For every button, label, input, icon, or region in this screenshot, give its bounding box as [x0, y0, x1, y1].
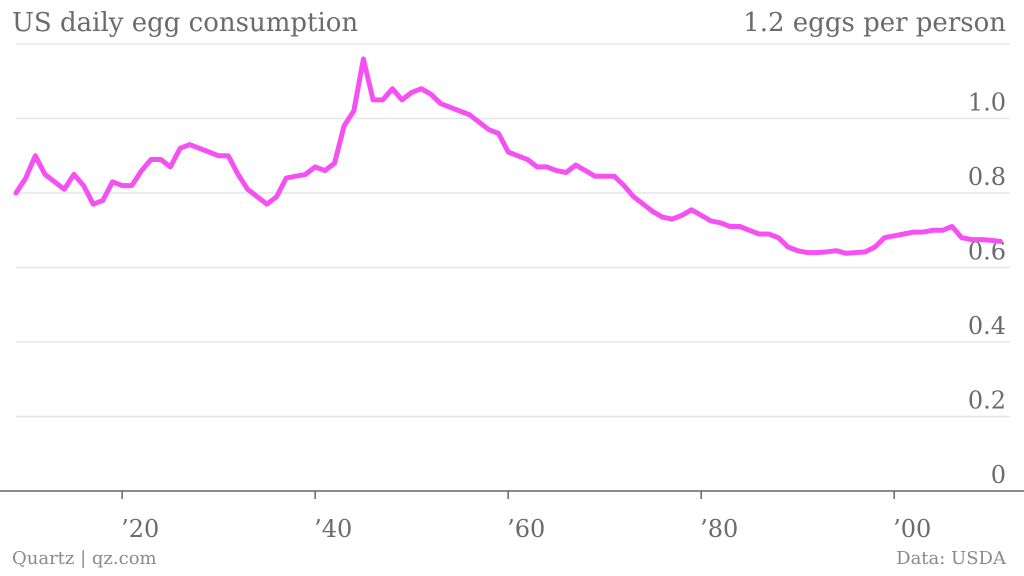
x-tick-label: ’80 — [700, 515, 738, 543]
series-layer — [13, 56, 1003, 256]
x-axis-ticks: ’20 ’40 ’60 ’80 ’00 — [121, 491, 931, 543]
y-tick-label: 0.2 — [968, 387, 1006, 415]
y-tick-label: 0.8 — [968, 163, 1006, 191]
grid-lines — [16, 43, 1010, 418]
y-tick-label: 0.4 — [968, 312, 1006, 340]
x-tick-label: ’40 — [314, 515, 352, 543]
x-tick-label: ’60 — [507, 515, 545, 543]
unit-label: 1.2 eggs per person — [743, 8, 1006, 38]
y-tick-label: 0 — [991, 461, 1006, 489]
credit-text: Quartz | qz.com — [12, 548, 157, 569]
source-text: Data: USDA — [896, 548, 1006, 569]
x-tick-label: ’20 — [121, 515, 159, 543]
y-tick-label: 1.0 — [968, 89, 1006, 117]
x-tick-label: ’00 — [893, 515, 931, 543]
chart-title: US daily egg consumption — [12, 8, 359, 38]
y-axis-ticks: 00.20.40.60.81.0 — [968, 89, 1006, 490]
series-line — [13, 56, 1003, 256]
